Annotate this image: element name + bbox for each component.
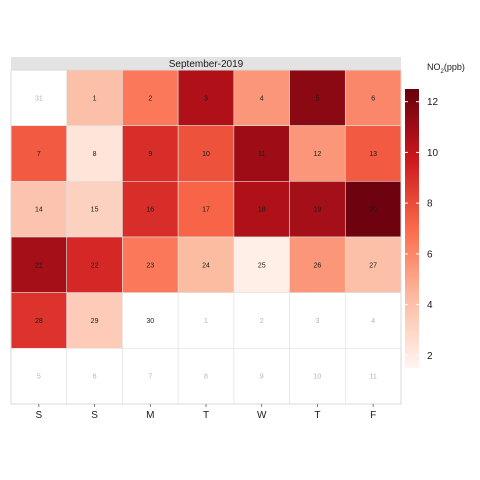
legend-tick-label: 12 — [427, 97, 439, 108]
strip-background — [11, 57, 401, 70]
legend-tick-label: 10 — [427, 148, 439, 159]
day-label: 4 — [371, 318, 375, 325]
day-label: 30 — [146, 318, 154, 325]
legend-title-main: NO — [427, 62, 441, 72]
day-cell — [233, 236, 290, 293]
day-label: 11 — [370, 374, 377, 381]
day-label: 7 — [148, 374, 152, 381]
day-cell — [344, 125, 402, 182]
weekday-label: S — [91, 410, 98, 421]
day-label: 12 — [314, 151, 322, 158]
day-label: 3 — [315, 318, 319, 325]
day-label: 31 — [35, 95, 43, 102]
legend-tick-label: 2 — [427, 351, 433, 362]
day-label: 3 — [204, 95, 208, 102]
legend-colorbar — [405, 89, 419, 368]
day-label: 1 — [204, 318, 208, 325]
day-cell — [66, 125, 123, 182]
day-label: 10 — [202, 151, 210, 158]
day-label: 11 — [258, 151, 265, 158]
day-label: 10 — [314, 374, 322, 381]
day-cell — [177, 236, 235, 293]
day-cell — [289, 69, 346, 126]
day-label: 2 — [260, 318, 264, 325]
day-label: 9 — [148, 151, 152, 158]
day-cell — [10, 292, 68, 349]
calendar-title: September-2019 — [169, 59, 244, 70]
day-cell — [122, 348, 179, 405]
day-label: 8 — [204, 374, 208, 381]
day-label: 19 — [314, 207, 322, 214]
day-label: 2 — [148, 95, 152, 102]
legend-tick-label: 8 — [427, 199, 433, 210]
legend-ticks: 2 4 6 8 10 12 — [405, 97, 439, 362]
day-label: 27 — [369, 262, 377, 269]
day-label: 24 — [202, 262, 210, 269]
weekday-label: S — [36, 410, 43, 421]
day-label: 1 — [93, 95, 97, 102]
day-cell — [289, 125, 346, 182]
day-label: 5 — [37, 374, 41, 381]
day-label: 26 — [314, 262, 322, 269]
legend-tick-label: 4 — [427, 300, 433, 311]
day-label: 23 — [146, 262, 154, 269]
legend-title-subscript: 2 — [441, 69, 445, 75]
day-cell — [177, 292, 235, 349]
day-cell — [10, 236, 68, 293]
day-cell — [10, 181, 68, 238]
day-label: 6 — [371, 95, 375, 102]
day-cell — [344, 69, 402, 126]
legend-tick-label: 6 — [427, 249, 433, 260]
day-cell — [233, 125, 290, 182]
legend-title-unit: (ppb) — [444, 62, 465, 72]
day-cell — [233, 181, 290, 238]
day-label: 8 — [93, 151, 97, 158]
day-cell — [177, 181, 235, 238]
day-label: 7 — [37, 151, 41, 158]
day-cell — [344, 292, 402, 349]
day-label: 20 — [369, 207, 377, 214]
day-cell — [344, 236, 402, 293]
day-label: 28 — [35, 318, 43, 325]
weekday-label: T — [203, 410, 209, 421]
day-label: 13 — [369, 151, 377, 158]
day-cell — [289, 348, 346, 405]
day-cell — [177, 348, 235, 405]
day-label: 18 — [258, 207, 266, 214]
day-label: 4 — [260, 95, 264, 102]
day-label: 29 — [91, 318, 99, 325]
day-label: 16 — [146, 207, 154, 214]
day-cell — [66, 348, 123, 405]
day-cell — [122, 236, 179, 293]
legend-title: NO2(ppb) — [427, 62, 465, 75]
day-label: 15 — [91, 207, 99, 214]
day-cell — [10, 125, 68, 182]
day-cell — [122, 292, 179, 349]
weekday-label: W — [257, 410, 267, 421]
day-cell — [344, 348, 402, 405]
day-cell — [233, 292, 290, 349]
weekday-label: M — [146, 410, 154, 421]
day-label: 21 — [35, 262, 43, 269]
weekday-label: F — [370, 410, 376, 421]
day-label: 14 — [35, 207, 43, 214]
day-label: 25 — [258, 262, 266, 269]
day-label: 9 — [260, 374, 264, 381]
day-label: 6 — [93, 374, 97, 381]
day-label: 5 — [315, 95, 319, 102]
weekday-label: T — [314, 410, 320, 421]
day-cell — [177, 125, 235, 182]
day-cell — [289, 236, 346, 293]
day-label: 17 — [202, 207, 210, 214]
day-label: 22 — [91, 262, 99, 269]
day-cell — [289, 292, 346, 349]
